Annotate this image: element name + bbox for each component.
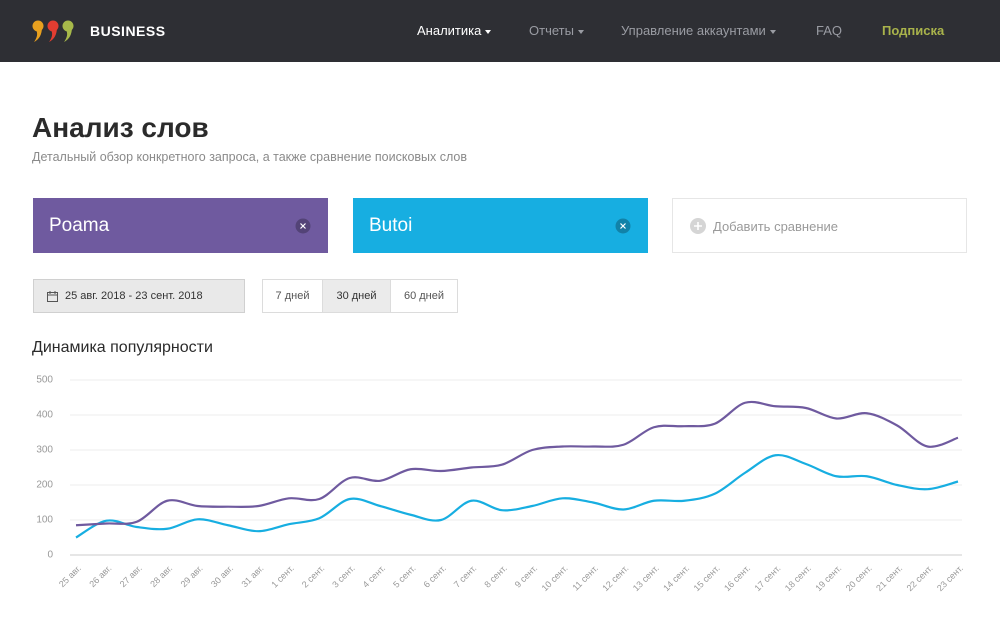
x-tick-label: 26 авг. [87,563,113,589]
calendar-icon [47,291,58,302]
x-tick-label: 13 сент. [631,563,661,593]
brand: BUSINESS [90,23,166,39]
x-tick-label: 30 авг. [209,563,235,589]
nav-item[interactable]: FAQ [816,23,842,38]
x-tick-label: 10 сент. [540,563,570,593]
remove-icon[interactable] [295,218,311,234]
period-button[interactable]: 7 дней [262,279,323,313]
y-tick-label: 400 [36,410,53,421]
y-tick-label: 100 [36,515,53,526]
x-tick-label: 23 сент. [935,563,965,593]
x-tick-label: 22 сент. [905,563,935,593]
y-tick-label: 200 [36,480,53,491]
x-tick-label: 12 сент. [600,563,630,593]
y-tick-label: 0 [47,550,53,561]
x-tick-label: 20 сент. [844,563,874,593]
period-button[interactable]: 30 дней [322,279,391,313]
caret [485,29,492,34]
x-tick-label: 27 авг. [118,563,144,589]
x-tick-label: 19 сент. [813,563,843,593]
x-tick-label: 21 сент. [874,563,904,593]
period-button[interactable]: 60 дней [390,279,458,313]
series-line [75,453,959,539]
x-tick-label: 18 сент. [783,563,813,593]
x-tick-label: 15 сент. [692,563,722,593]
nav-item[interactable]: Отчеты [529,23,584,38]
nav-label: Отчеты [529,23,574,38]
date-picker[interactable]: 25 авг. 2018 - 23 сент. 2018 [33,279,245,313]
keyword-card[interactable]: Poama [33,198,328,253]
caret [769,29,776,34]
x-tick-label: 3 сент. [330,563,357,590]
x-tick-label: 28 авг. [148,563,174,589]
page-title: Анализ слов [32,112,209,143]
x-tick-label: 17 сент. [752,563,782,593]
x-tick-label: 14 сент. [661,563,691,593]
nav-item[interactable]: Управление аккаунтами [621,23,776,38]
chart: 0 100 200 300 400 500 25 авг. 26 авг. 27 авг. 28 … [36,375,965,594]
keyword-card[interactable]: Butoi [353,198,648,253]
x-tick-label: 31 авг. [239,563,265,589]
x-tick-label: 16 сент. [722,563,752,593]
nav-item[interactable]: Подписка [882,23,944,38]
date-range: 25 авг. 2018 - 23 сент. 2018 [65,290,203,302]
nav-label: Аналитика [417,23,482,38]
x-tick-label: 6 сент. [421,563,448,590]
plus-icon [690,218,706,234]
x-tick-label: 25 авг. [57,563,83,589]
page-subtitle: Детальный обзор конкретного запроса, а т… [32,150,468,164]
y-tick-label: 500 [36,375,53,386]
nav-label: FAQ [816,23,843,38]
y-tick-label: 300 [36,445,53,456]
keyword: Butoi [369,215,413,236]
x-tick-label: 5 сент. [391,563,418,590]
add-label: Добавить сравнение [713,219,839,234]
keyword: Poama [49,215,110,236]
chart-title: Динамика популярности [32,339,213,356]
x-tick-label: 9 сент. [513,563,540,590]
x-tick-label: 29 авг. [179,563,205,589]
nav-label: Подписка [882,23,945,38]
nav-item[interactable]: Аналитика [417,23,492,38]
remove-icon[interactable] [615,218,631,234]
logo-icon [32,20,74,42]
x-tick-label: 2 сент. [300,563,327,590]
x-tick-label: 8 сент. [482,563,509,590]
x-tick-label: 1 сент. [269,563,296,590]
x-tick-label: 4 сент. [361,563,388,590]
x-tick-label: 7 сент. [452,563,479,590]
x-tick-label: 11 сент. [570,563,600,593]
add-comparison[interactable]: Добавить сравнение [672,198,967,253]
nav-label: Управление аккаунтами [621,23,766,38]
top-bar: BUSINESS Аналитика Отчеты Управление акк… [0,0,1000,62]
caret [577,29,584,34]
series-line [75,400,959,527]
